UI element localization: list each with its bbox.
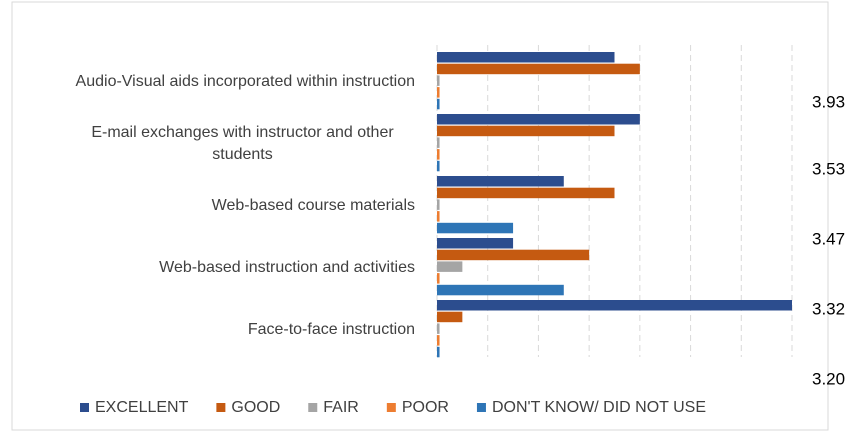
category-label: Web-based course materials: [211, 197, 415, 215]
bar: [437, 87, 440, 98]
bar: [437, 176, 564, 187]
category-label: Face-to-face instruction: [247, 321, 415, 339]
legend-label: EXCELLENT: [95, 399, 189, 416]
legend-swatch: [476, 403, 486, 412]
bar: [437, 75, 440, 86]
bar: [437, 137, 440, 148]
category-label: E-mail exchanges with instructor and oth…: [91, 124, 394, 164]
annotation: 3.47: [812, 229, 845, 248]
annotation: 3.20: [812, 369, 845, 388]
bar: [437, 335, 440, 346]
bar: [437, 52, 615, 63]
bar: [437, 300, 792, 311]
bar: [437, 114, 640, 125]
bar: [437, 211, 440, 222]
chart-frame: [11, 1, 829, 431]
bar: [437, 323, 440, 334]
bar: [437, 98, 440, 110]
bar: [437, 238, 514, 249]
annotation: 3.32: [812, 299, 845, 318]
category-label: Audio-Visual aids incorporated within in…: [75, 73, 415, 91]
legend-swatch: [308, 403, 318, 412]
bar: [437, 311, 463, 323]
legend-label: FAIR: [323, 399, 359, 416]
bar: [437, 199, 440, 210]
bar: [437, 187, 615, 199]
bar: [437, 346, 440, 358]
bar: [437, 63, 640, 75]
bar: [437, 149, 440, 160]
legend-swatch: [386, 403, 396, 412]
legend-swatch: [80, 403, 89, 412]
bar: [437, 160, 440, 172]
bar: [437, 273, 440, 284]
legend-label: GOOD: [231, 399, 280, 416]
bar: [437, 284, 564, 296]
bar: [437, 125, 615, 137]
bar: [437, 222, 514, 234]
bar: [437, 261, 463, 272]
category-label: Web-based instruction and activities: [159, 259, 415, 277]
bar: [437, 249, 590, 261]
legend-label: POOR: [402, 399, 449, 416]
annotation: 3.53: [812, 159, 845, 178]
legend-swatch: [216, 403, 226, 412]
legend-label: DON'T KNOW/ DID NOT USE: [492, 399, 706, 416]
annotation: 3.93: [812, 92, 845, 111]
